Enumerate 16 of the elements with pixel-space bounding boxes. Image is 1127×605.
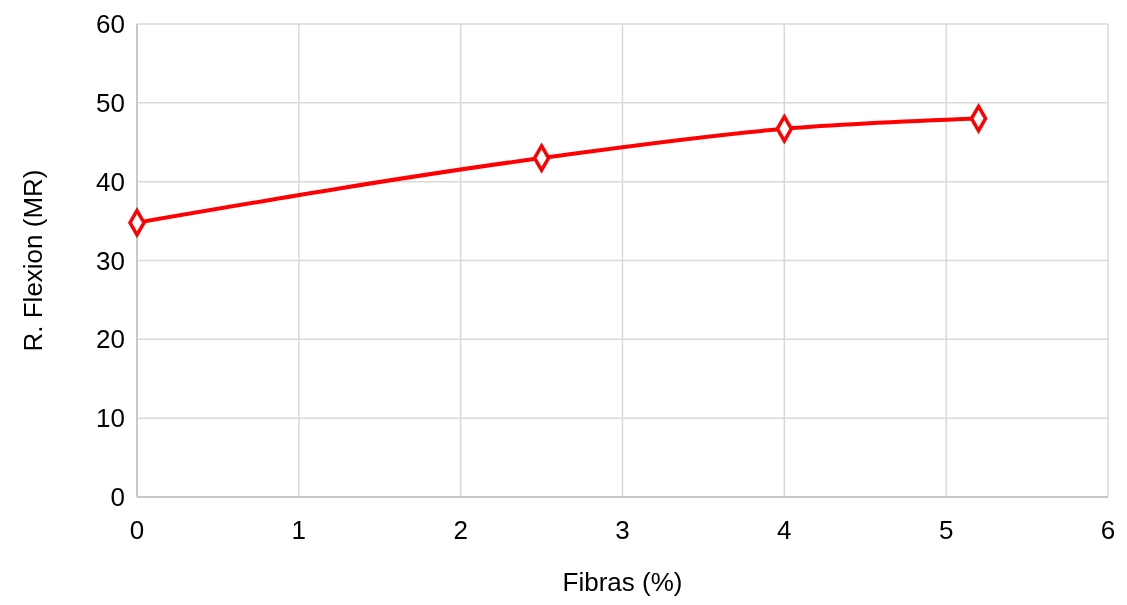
y-tick-label: 20 (96, 324, 125, 355)
x-tick-label: 4 (777, 515, 792, 545)
y-tick-label: 30 (96, 245, 125, 276)
x-tick-label: 5 (938, 515, 954, 545)
x-tick-label: 6 (1100, 515, 1116, 545)
x-tick-label: 2 (453, 515, 468, 545)
x-tick-label: 3 (615, 515, 630, 545)
y-axis-title: R. Flexion (MR) (18, 169, 48, 352)
x-tick-label: 0 (129, 515, 145, 545)
x-axis-title: Fibras (%) (562, 567, 683, 597)
y-tick-label: 0 (110, 482, 125, 513)
y-tick-label: 60 (96, 9, 125, 40)
y-tick-label: 10 (96, 403, 125, 434)
x-tick-label: 1 (291, 515, 307, 545)
y-tick-label: 50 (96, 87, 125, 118)
y-tick-label: 40 (96, 166, 125, 197)
